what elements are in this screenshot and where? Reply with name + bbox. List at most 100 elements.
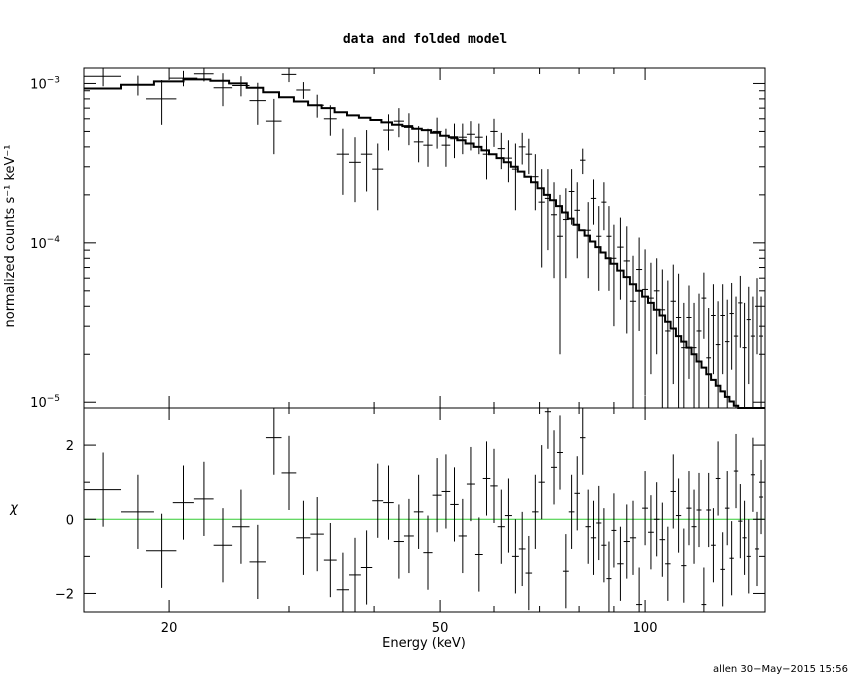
y-tick-label: 10−4 bbox=[30, 235, 60, 252]
data-point bbox=[720, 284, 725, 375]
residual-point bbox=[193, 461, 214, 536]
residual-point bbox=[538, 445, 545, 520]
residual-point bbox=[653, 482, 660, 557]
data-point bbox=[665, 280, 671, 408]
data-point bbox=[213, 73, 233, 107]
data-point bbox=[265, 98, 282, 155]
data-point bbox=[754, 278, 760, 355]
residual-point bbox=[590, 500, 597, 575]
data-point bbox=[759, 296, 764, 408]
residual-point bbox=[642, 471, 649, 546]
data-point bbox=[617, 217, 624, 300]
data-point bbox=[642, 249, 649, 396]
residual-point bbox=[265, 408, 282, 475]
data-point bbox=[750, 296, 755, 408]
residual-point bbox=[720, 532, 725, 607]
data-point bbox=[249, 82, 266, 125]
data-point bbox=[590, 179, 597, 225]
residual-point bbox=[750, 437, 755, 512]
data-points bbox=[84, 68, 764, 408]
data-point bbox=[458, 123, 467, 155]
data-point bbox=[636, 237, 643, 331]
data-point bbox=[403, 113, 414, 146]
data-point bbox=[490, 118, 498, 147]
residual-point bbox=[724, 471, 730, 546]
residual-point bbox=[738, 484, 743, 559]
residual-point bbox=[596, 485, 602, 561]
data-point bbox=[349, 137, 361, 203]
data-point bbox=[681, 302, 687, 408]
chart-title: data and folded model bbox=[343, 32, 507, 47]
residual-point bbox=[336, 552, 350, 612]
residual-point bbox=[550, 430, 558, 505]
data-point bbox=[393, 108, 404, 138]
y-tick-label: 2 bbox=[66, 439, 74, 454]
data-point bbox=[715, 301, 721, 408]
residual-point bbox=[636, 567, 643, 612]
data-point bbox=[611, 224, 617, 327]
residual-point bbox=[568, 474, 575, 549]
residual-point bbox=[84, 452, 122, 527]
data-point bbox=[596, 206, 602, 291]
residuals-panel: 20−2 20 50 100 χ Energy (keV) bbox=[9, 407, 766, 651]
data-point bbox=[648, 262, 654, 375]
residual-point bbox=[482, 441, 491, 516]
residual-point bbox=[497, 489, 505, 564]
x-tick-label: 20 bbox=[161, 621, 178, 636]
data-point bbox=[742, 302, 747, 408]
x-tick-label: 100 bbox=[633, 621, 658, 636]
residual-point bbox=[413, 474, 424, 549]
data-point bbox=[733, 296, 739, 408]
data-point bbox=[580, 148, 586, 175]
data-point bbox=[568, 169, 575, 225]
spectrum-frame bbox=[83, 67, 766, 409]
data-point bbox=[701, 272, 707, 339]
residual-point bbox=[733, 433, 739, 509]
data-point bbox=[360, 130, 373, 192]
data-point bbox=[432, 117, 442, 149]
residual-point bbox=[518, 511, 526, 587]
residual-point bbox=[601, 508, 607, 583]
residual-point bbox=[544, 408, 551, 449]
residual-point bbox=[606, 541, 612, 612]
data-point bbox=[706, 308, 712, 408]
data-point bbox=[601, 182, 607, 231]
residual-point bbox=[474, 517, 483, 592]
data-point bbox=[511, 143, 519, 211]
residual-point bbox=[383, 465, 394, 540]
residual-point bbox=[432, 458, 442, 533]
residual-point bbox=[711, 508, 716, 583]
residual-point bbox=[574, 456, 581, 531]
data-point bbox=[557, 194, 563, 355]
residual-point bbox=[715, 441, 721, 516]
data-point bbox=[193, 68, 214, 82]
data-point bbox=[413, 126, 424, 163]
residual-point bbox=[665, 526, 671, 601]
data-point bbox=[525, 138, 533, 175]
residual-point bbox=[249, 524, 266, 600]
residual-point bbox=[458, 498, 467, 574]
data-point bbox=[729, 282, 734, 370]
residual-point bbox=[611, 493, 617, 568]
data-point bbox=[606, 206, 612, 291]
data-point bbox=[585, 202, 591, 279]
data-point bbox=[281, 68, 297, 83]
model-step-path bbox=[84, 78, 765, 409]
residual-point bbox=[232, 489, 250, 564]
data-point bbox=[691, 302, 697, 408]
residual-point bbox=[360, 530, 373, 605]
data-point bbox=[696, 293, 702, 408]
y-tick-exponent: −5 bbox=[47, 394, 60, 404]
data-point bbox=[518, 132, 526, 165]
data-point bbox=[746, 286, 751, 385]
residual-point bbox=[372, 463, 384, 538]
residual-point bbox=[441, 454, 451, 529]
residual-point bbox=[562, 534, 569, 609]
data-point bbox=[659, 269, 666, 408]
y-tick-label: 10−3 bbox=[30, 75, 60, 92]
x-axis-label: Energy (keV) bbox=[382, 636, 466, 651]
data-point bbox=[146, 80, 177, 125]
residual-point bbox=[172, 465, 194, 540]
residual-point bbox=[296, 500, 311, 575]
